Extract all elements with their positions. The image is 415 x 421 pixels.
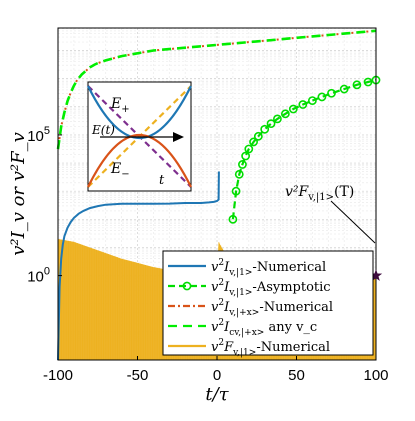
series-I-cv-any-vc: [56, 29, 377, 150]
inset-upper-energy-curve: [87, 85, 192, 140]
y-axis-label: v²I_v or v²F_v: [8, 132, 29, 256]
y-tick-label: 105: [27, 125, 50, 145]
legend-item: v2Iv,|1>-Asymptotic: [168, 278, 331, 298]
asymptotic-marker: [273, 114, 282, 124]
legend-item: v2Icv,|+x> any v_c: [168, 318, 317, 338]
legend-item: v2Iv,|1>-Numerical: [168, 258, 326, 278]
asymptotic-marker: [298, 100, 308, 109]
inset-diagram: E+ E− E(t) t: [87, 81, 192, 192]
x-tick-label: 50: [288, 367, 305, 384]
asymptotic-marker: [317, 92, 327, 102]
annotation-leader-line: [330, 200, 376, 244]
legend-label: v2Iv,|+x>-Numerical: [211, 298, 333, 318]
legend-label: v2Fv,|1>-Numerical: [211, 338, 330, 358]
inset-label-e-of-t: E(t): [91, 123, 115, 137]
asymptotic-marker: [280, 109, 290, 119]
asymptotic-marker: [234, 169, 244, 179]
legend: v2Iv,|1>-Numericalv2Iv,|1>-Asymptoticv2I…: [162, 250, 374, 358]
legend-box: [162, 250, 374, 356]
legend-marker: [182, 281, 192, 291]
asymptotic-marker: [253, 131, 263, 141]
inset-arrow-head: [173, 132, 184, 142]
final-value-annotation: v²Fv,|1>(T): [285, 184, 383, 281]
asymptotic-marker: [288, 104, 298, 114]
asymptotic-marker: [363, 77, 373, 87]
x-tick-label: 0: [213, 367, 221, 384]
asymptotic-marker: [307, 96, 317, 105]
asymptotic-marker: [260, 124, 270, 134]
asymptotic-marker: [266, 119, 276, 129]
final-value-star-marker: [369, 269, 383, 281]
series-I-v1-numerical: [57, 171, 220, 361]
x-tick-label: -100: [43, 367, 73, 384]
y-tick-label: 100: [27, 266, 50, 286]
asymptotic-marker: [228, 214, 238, 224]
annotation-label: v²Fv,|1>(T): [285, 184, 354, 203]
legend-item: v2Iv,|+x>-Numerical: [168, 298, 333, 318]
legend-label: v2Iv,|1>-Numerical: [211, 258, 326, 278]
asymptotic-marker: [238, 160, 247, 169]
asymptotic-marker: [231, 186, 241, 196]
x-tick-label: -50: [127, 367, 149, 384]
inset-label-e-plus: E+: [110, 96, 130, 115]
asymptotic-marker: [241, 151, 251, 161]
x-axis-label: t/τ: [205, 384, 229, 405]
asymptotic-marker: [327, 88, 336, 98]
legend-label: v2Icv,|+x> any v_c: [211, 318, 317, 338]
asymptotic-marker: [352, 80, 362, 90]
y-tick-labels: 100 105: [27, 125, 62, 286]
asymptotic-marker: [249, 137, 258, 147]
inset-label-e-minus: E−: [110, 161, 130, 180]
legend-item: v2Fv,|1>-Numerical: [168, 338, 330, 358]
legend-label: v2Iv,|1>-Asymptotic: [211, 278, 331, 298]
x-tick-label: 100: [363, 367, 388, 384]
inset-lower-energy-curve: [87, 133, 192, 188]
asymptotic-marker: [339, 84, 349, 94]
asymptotic-marker: [244, 144, 254, 154]
inset-label-t: t: [159, 173, 165, 188]
x-tick-labels: -100 -50 0 50 100: [43, 356, 389, 384]
